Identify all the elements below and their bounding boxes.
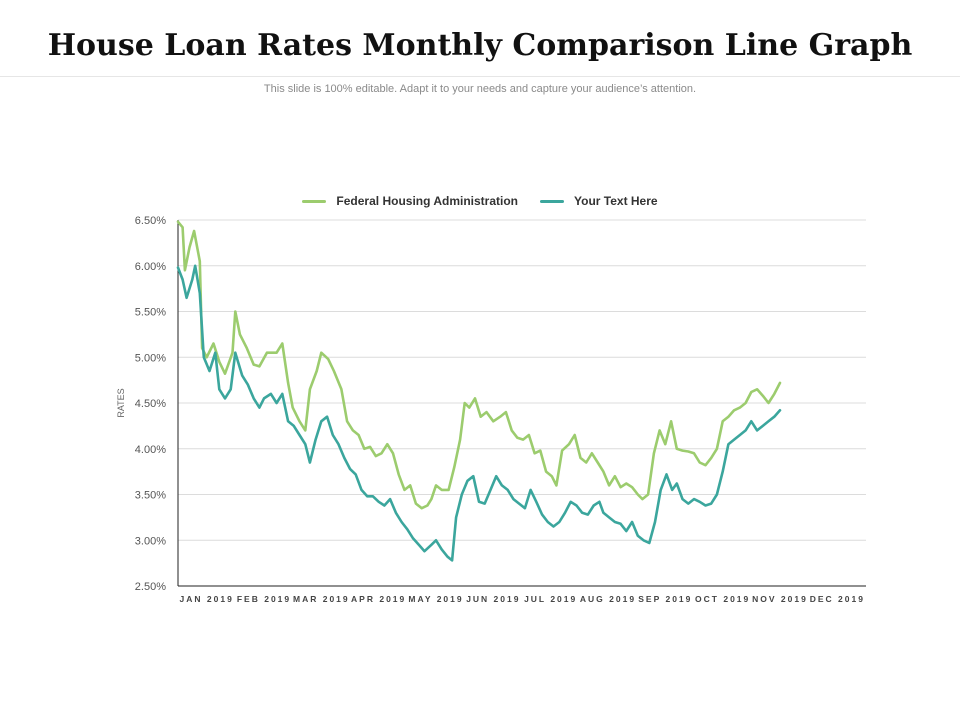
chart-legend: Federal Housing Administration Your Text…: [0, 194, 960, 208]
y-axis-title: RATES: [116, 388, 126, 417]
title-divider: [0, 76, 960, 77]
x-tick-label: APR 2019: [351, 594, 406, 604]
page-title: House Loan Rates Monthly Comparison Line…: [47, 28, 913, 63]
legend-label-series-2: Your Text Here: [574, 194, 658, 208]
chart-grid: [178, 219, 866, 541]
legend-swatch-series-1: [302, 199, 327, 203]
x-tick-label: DEC 2019: [810, 594, 865, 604]
x-tick-label: JAN 2019: [180, 594, 234, 604]
y-tick-label: 5.00%: [135, 352, 166, 364]
series-line-1: [176, 220, 782, 510]
x-tick-label: AUG 2019: [580, 594, 636, 604]
chart-axes: [177, 220, 866, 587]
y-tick-label: 5.50%: [135, 307, 166, 319]
series-line-2: [176, 264, 782, 562]
x-tick-label: MAY 2019: [408, 594, 463, 604]
legend-item-series-2[interactable]: Your Text Here: [540, 194, 658, 208]
x-tick-label: JUL 2019: [524, 594, 577, 604]
chart-series: [176, 220, 782, 562]
x-tick-label: NOV 2019: [752, 594, 808, 604]
y-tick-label: 6.50%: [135, 215, 166, 227]
legend-item-series-1[interactable]: Federal Housing Administration: [302, 194, 518, 208]
x-tick-label: SEP 2019: [638, 594, 692, 604]
x-tick-label: MAR 2019: [293, 594, 350, 604]
x-tick-label: OCT 2019: [695, 594, 750, 604]
y-tick-label: 6.00%: [135, 261, 166, 273]
x-tick-labels: JAN 2019 FEB 2019 MAR 2019 APR 2019 MAY 2019…: [180, 594, 865, 604]
x-tick-label: JUN 2019: [466, 594, 520, 604]
y-tick-label: 3.00%: [135, 535, 166, 547]
page-subtitle: This slide is 100% editable. Adapt it to…: [263, 83, 697, 95]
legend-label-series-1: Federal Housing Administration: [336, 194, 518, 208]
y-tick-label: 4.50%: [135, 398, 166, 410]
y-tick-labels: 6.50% 6.00% 5.50% 5.00% 4.50% 4.00% 3.50% 3.00%…: [135, 215, 166, 593]
y-tick-label: 2.50%: [135, 581, 166, 593]
x-tick-label: FEB 2019: [237, 594, 291, 604]
y-tick-label: 3.50%: [135, 490, 166, 502]
legend-swatch-series-2: [540, 199, 564, 203]
y-tick-label: 4.00%: [135, 444, 166, 456]
